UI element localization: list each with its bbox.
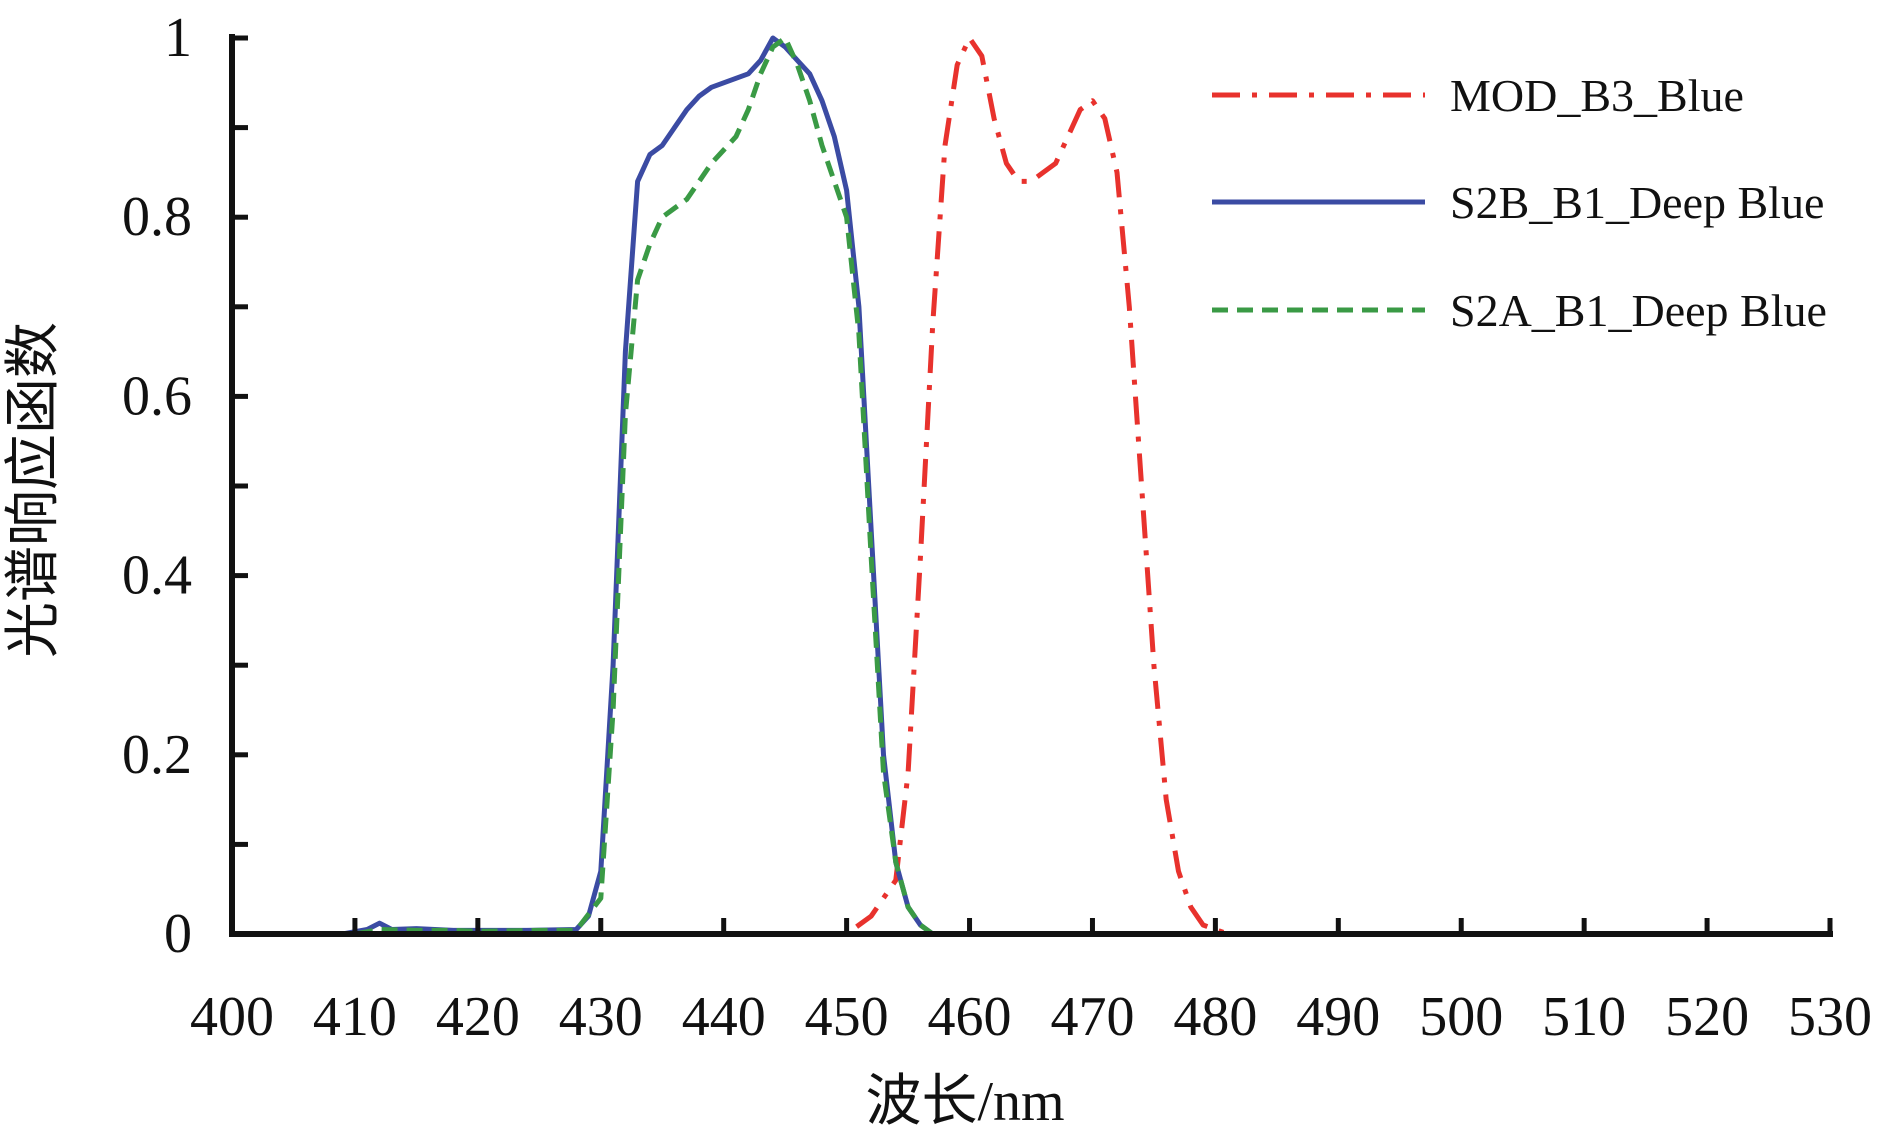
legend-label-3: S2A_B1_Deep Blue <box>1450 285 1827 336</box>
x-tick-label: 450 <box>805 986 889 1048</box>
legend: MOD_B3_Blue S2B_B1_Deep Blue S2A_B1_Deep B… <box>1212 70 1827 336</box>
x-tick-label: 490 <box>1296 986 1380 1048</box>
y-tick-label: 0.4 <box>122 545 192 607</box>
x-tick-label: 500 <box>1419 986 1503 1048</box>
y-tick-label: 0.2 <box>122 724 192 786</box>
y-tick-label: 1 <box>164 7 192 69</box>
x-tick-label: 410 <box>313 986 397 1048</box>
plot-area <box>232 35 1830 937</box>
x-tick-label: 470 <box>1050 986 1134 1048</box>
x-tick-label: 440 <box>682 986 766 1048</box>
y-tick-label: 0 <box>164 903 192 965</box>
y-tick-label: 0.8 <box>122 186 192 248</box>
x-tick-label: 420 <box>436 986 520 1048</box>
x-tick-label: 460 <box>928 986 1012 1048</box>
axes: 0 0.2 0.4 0.6 0.8 1 400 410 420 430 440 450 460 470 48… <box>122 7 1872 1048</box>
x-axis-title: 波长/nm <box>865 1071 1064 1133</box>
series-line-2 <box>232 35 1830 937</box>
y-axis-title: 光谱响应函数 <box>3 322 65 658</box>
x-tick-label: 510 <box>1542 986 1626 1048</box>
series-line-1 <box>232 35 1830 937</box>
x-tick-label: 430 <box>559 986 643 1048</box>
x-tick-label: 400 <box>190 986 274 1048</box>
legend-label-1: MOD_B3_Blue <box>1450 70 1744 121</box>
x-tick-label: 480 <box>1173 986 1257 1048</box>
x-tick-label: 520 <box>1665 986 1749 1048</box>
x-tick-label: 530 <box>1788 986 1872 1048</box>
legend-label-2: S2B_B1_Deep Blue <box>1450 177 1824 228</box>
y-tick-label: 0.6 <box>122 365 192 427</box>
series-line-3 <box>232 35 1830 937</box>
